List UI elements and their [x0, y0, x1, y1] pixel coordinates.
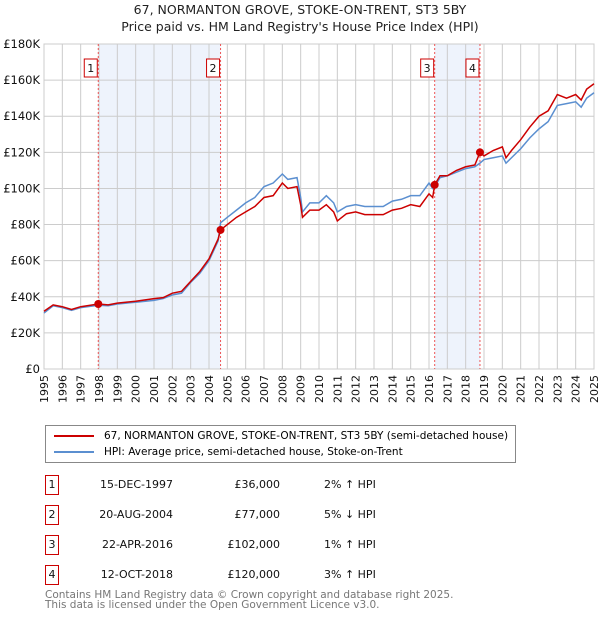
sale-marker-label: 4 — [469, 62, 476, 75]
chart-subtitle: Price paid vs. HM Land Registry's House … — [121, 19, 479, 34]
sale-row: 3 22-APR-2016 £102,000 1% ↑ HPI — [45, 535, 545, 555]
footer: Contains HM Land Registry data © Crown c… — [45, 589, 454, 611]
x-tick-label: 2025 — [588, 375, 600, 403]
footer-line: This data is licensed under the Open Gov… — [45, 599, 380, 611]
x-tick-label: 2005 — [221, 375, 234, 403]
x-tick-label: 2022 — [533, 375, 546, 403]
x-tick-label: 2016 — [423, 375, 436, 403]
sale-number: 4 — [45, 565, 59, 585]
sale-price: £102,000 — [227, 538, 281, 551]
sale-date: 22-APR-2016 — [101, 538, 173, 551]
x-tick-label: 2002 — [166, 375, 179, 403]
hpi-line — [43, 92, 595, 314]
sale-marker-label: 3 — [424, 62, 431, 75]
y-tick-label: £160K — [3, 73, 40, 87]
x-tick-label: 2017 — [441, 375, 454, 403]
legend-item-property: 67, NORMANTON GROVE, STOKE-ON-TRENT, ST3… — [54, 428, 508, 444]
x-tick-label: 2008 — [276, 375, 289, 403]
sale-marker-box — [465, 58, 480, 78]
sale-marker-label: 2 — [210, 62, 217, 75]
footer-line: Contains HM Land Registry data © Crown c… — [45, 589, 454, 601]
legend-red-line — [54, 435, 94, 437]
legend: 67, NORMANTON GROVE, STOKE-ON-TRENT, ST3… — [45, 425, 516, 463]
property-price-line — [43, 83, 595, 312]
x-tick-label: 2014 — [386, 375, 399, 403]
y-tick-label: £120K — [3, 145, 40, 159]
y-tick-label: £100K — [3, 181, 40, 195]
sale-point — [94, 300, 103, 308]
x-tick-label: 2011 — [331, 375, 344, 403]
y-tick-label: £0 — [25, 362, 40, 376]
x-tick-label: 2001 — [148, 375, 161, 403]
sale-price: £36,000 — [234, 478, 281, 491]
sale-date: 15-DEC-1997 — [99, 478, 173, 491]
legend-blue-line — [54, 451, 94, 453]
sale-hpi-diff: 1% ↑ HPI — [324, 538, 376, 551]
sale-row: 4 12-OCT-2018 £120,000 3% ↑ HPI — [45, 565, 545, 585]
x-tick-label: 2023 — [551, 375, 564, 403]
shaded-range — [434, 44, 480, 369]
sale-marker-label: 1 — [87, 62, 94, 75]
x-tick-label: 2004 — [203, 375, 216, 403]
sale-hpi-diff: 5% ↓ HPI — [324, 508, 376, 521]
y-tick-label: £180K — [3, 37, 40, 51]
x-tick-label: 1996 — [56, 375, 69, 403]
x-tick-label: 2024 — [570, 375, 583, 403]
sale-row: 1 15-DEC-1997 £36,000 2% ↑ HPI — [45, 475, 545, 495]
sale-number: 3 — [45, 535, 59, 555]
sale-marker-box — [206, 58, 221, 78]
legend-label: 67, NORMANTON GROVE, STOKE-ON-TRENT, ST3… — [104, 430, 509, 442]
x-tick-label: 2018 — [460, 375, 473, 403]
x-tick-label: 1998 — [93, 375, 106, 403]
price-chart: 1995 1996 1997 1998 1999 2000 2001 2002 2003 2004… — [3, 37, 600, 403]
x-tick-label: 2003 — [185, 375, 198, 403]
x-tick-label: 2020 — [496, 375, 509, 403]
shaded-range — [98, 44, 221, 369]
x-tick-label: 2007 — [258, 375, 271, 403]
x-tick-label: 2009 — [295, 375, 308, 403]
sale-point — [216, 225, 225, 234]
y-tick-label: £140K — [3, 109, 40, 123]
sale-date: 12-OCT-2018 — [100, 568, 173, 581]
sale-point — [475, 148, 484, 157]
y-tick-label: £80K — [11, 218, 41, 232]
x-tick-label: 2021 — [515, 375, 528, 403]
x-tick-label: 2012 — [350, 375, 363, 403]
y-tick-label: £20K — [11, 326, 41, 340]
x-tick-label: 1999 — [111, 375, 124, 403]
y-tick-label: £60K — [11, 254, 41, 268]
y-tick-label: £40K — [11, 290, 41, 304]
sale-marker-box — [420, 58, 435, 78]
x-tick-label: 1995 — [38, 375, 51, 403]
legend-item-hpi: HPI: Average price, semi-detached house,… — [54, 444, 403, 460]
x-tick-label: 2019 — [478, 375, 491, 403]
sale-point — [430, 180, 439, 189]
x-tick-label: 2010 — [313, 375, 326, 403]
sale-row: 2 20-AUG-2004 £77,000 5% ↓ HPI — [45, 505, 545, 525]
x-tick-label: 2013 — [368, 375, 381, 403]
sale-price: £120,000 — [227, 568, 281, 581]
sale-price: £77,000 — [234, 508, 281, 521]
sale-date: 20-AUG-2004 — [99, 508, 173, 521]
sale-hpi-diff: 3% ↑ HPI — [324, 568, 376, 581]
x-tick-label: 2015 — [405, 375, 418, 403]
sale-number: 1 — [45, 475, 59, 495]
sale-hpi-diff: 2% ↑ HPI — [324, 478, 376, 491]
x-tick-label: 2000 — [130, 375, 143, 403]
legend-label: HPI: Average price, semi-detached house,… — [104, 446, 403, 458]
x-tick-label: 1997 — [75, 375, 88, 403]
sale-marker-box — [83, 58, 98, 78]
chart-title: 67, NORMANTON GROVE, STOKE-ON-TRENT, ST3… — [133, 2, 467, 17]
x-tick-label: 2006 — [240, 375, 253, 403]
sale-number: 2 — [45, 505, 59, 525]
